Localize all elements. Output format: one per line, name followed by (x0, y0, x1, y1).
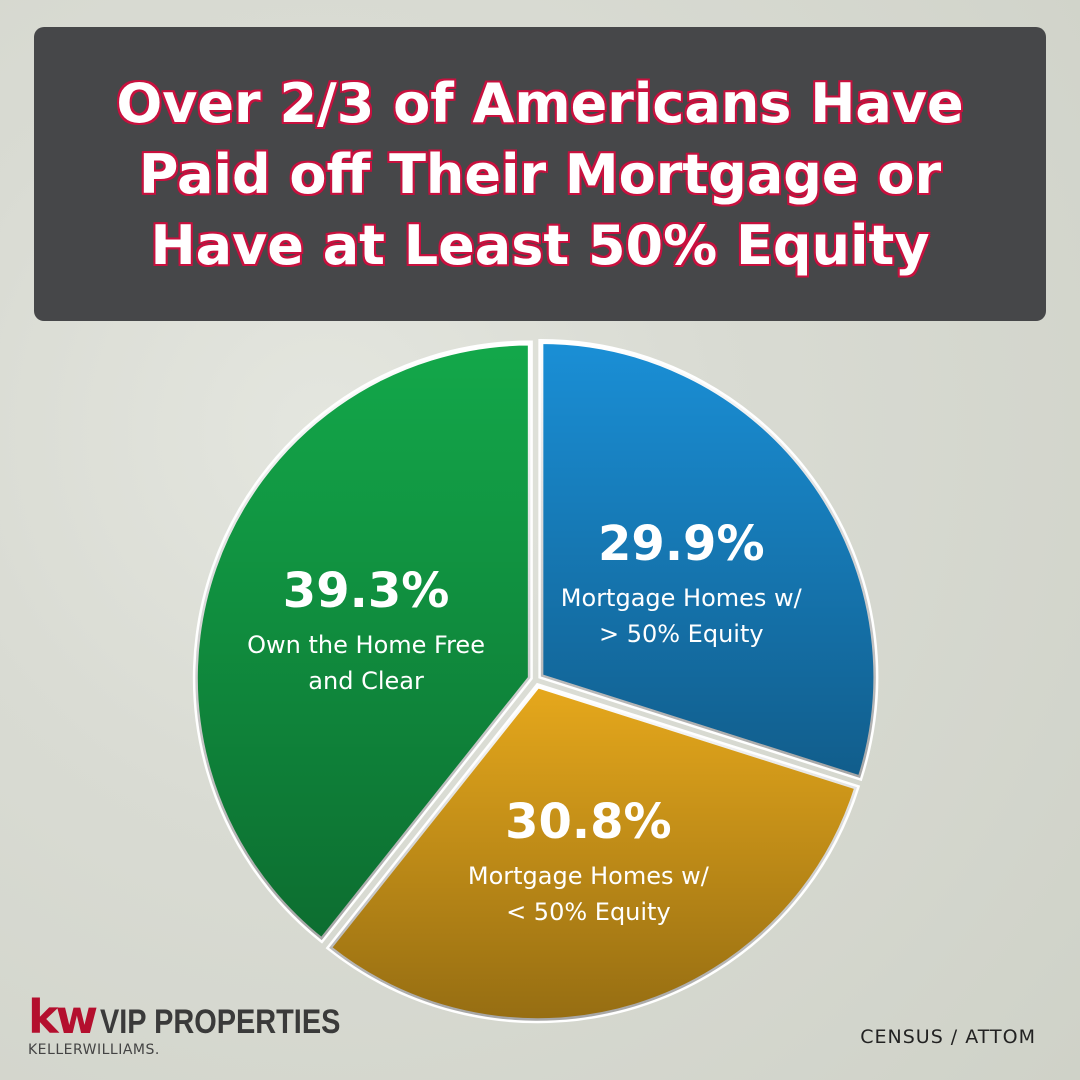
logo: kw VIP PROPERTIES KELLERWILLIAMS. (28, 990, 383, 1058)
category-label: Mortgage Homes w/ > 50% Equity (560, 583, 802, 648)
category-label: Mortgage Homes w/ < 50% Equity (467, 862, 709, 927)
logo-mark: kw (28, 990, 98, 1044)
value-label: 30.8% (505, 794, 672, 851)
slice-shade (329, 685, 857, 1021)
chart-title: Over 2/3 of Americans Have Paid off Thei… (34, 27, 1046, 321)
value-label: 29.9% (598, 515, 765, 572)
slice-shade (540, 341, 876, 778)
source: CENSUS / ATTOM (860, 1026, 1036, 1048)
logo-name: VIP PROPERTIES (100, 1003, 341, 1041)
value-label: 39.3% (282, 562, 450, 619)
category-label: Own the Home Free and Clear (247, 630, 485, 695)
slice-label: 30.8% Mortgage Homes w/ < 50% Equity (463, 794, 713, 930)
logo-sub: KELLERWILLIAMS. (28, 1042, 160, 1058)
slice-label: 39.3% Own the Home Free and Clear (241, 563, 491, 699)
slice-label: 29.9% Mortgage Homes w/ > 50% Equity (556, 516, 806, 652)
slice-shade (195, 343, 531, 941)
